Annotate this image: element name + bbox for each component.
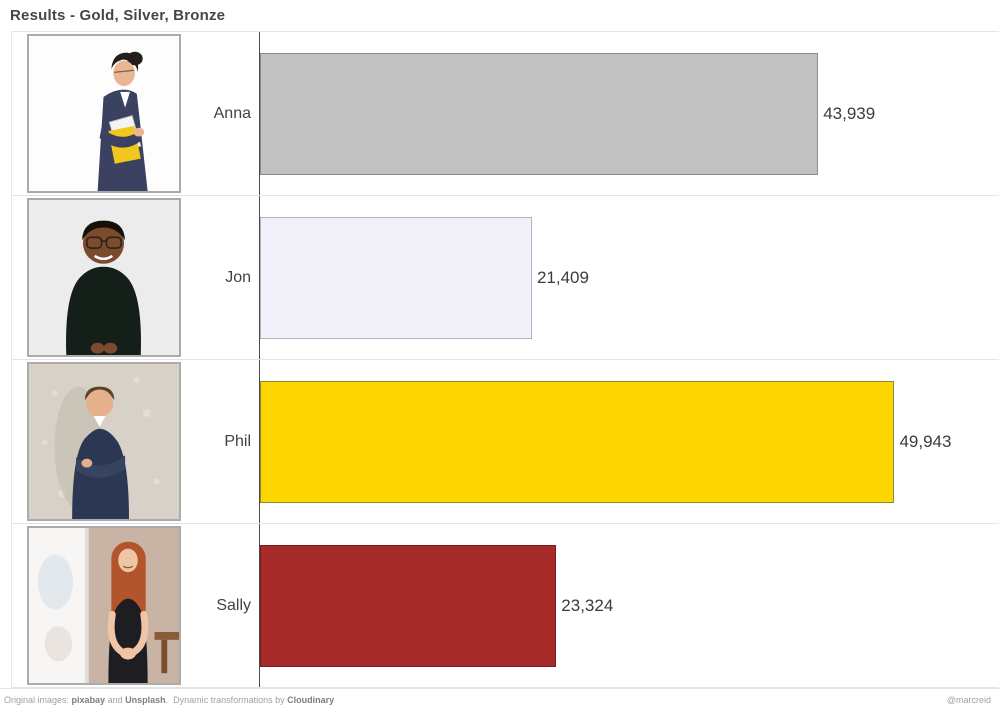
chart-row-jon: Jon 21,409 — [12, 196, 999, 360]
sally-photo — [27, 526, 181, 685]
anna-photo-illustration — [29, 36, 179, 191]
bar-jon[interactable] — [260, 216, 532, 339]
footer-mid1: and — [105, 695, 126, 705]
barzone-phil: 49,943 — [259, 360, 999, 523]
author-handle: @marcreid — [946, 695, 991, 705]
category-label-anna: Anna — [213, 104, 251, 122]
phil-photo — [27, 362, 181, 521]
footer-prefix: Original images: — [4, 695, 72, 705]
bar-value-jon: 21,409 — [536, 267, 589, 287]
footer: Original images: pixabay and Unsplash. D… — [0, 688, 1000, 711]
chart-row-anna: Anna 43,939 — [12, 32, 999, 196]
sally-photo-illustration — [29, 528, 179, 683]
credit-pixabay: pixabay — [71, 695, 106, 705]
bar-phil[interactable] — [260, 380, 895, 503]
bar-anna[interactable] — [260, 52, 819, 175]
barzone-anna: 43,939 — [259, 32, 999, 195]
bar-chart: Anna 43,939 — [11, 31, 999, 688]
chart-title: Results - Gold, Silver, Bronze — [10, 7, 226, 24]
chart-row-phil: Phil 49,943 — [12, 360, 999, 524]
bar-value-phil: 49,943 — [899, 431, 952, 451]
anna-photo — [27, 34, 181, 193]
phil-photo-illustration — [29, 364, 179, 519]
bar-sally[interactable] — [260, 544, 557, 667]
jon-photo — [27, 198, 181, 357]
footer-mid2: . Dynamic transformations by — [165, 695, 288, 705]
category-label-sally: Sally — [216, 596, 251, 614]
barzone-jon: 21,409 — [259, 196, 999, 359]
credit-cloudinary: Cloudinary — [287, 695, 335, 705]
category-label-jon: Jon — [225, 268, 251, 286]
barzone-sally: 23,324 — [259, 524, 999, 687]
jon-photo-illustration — [29, 200, 179, 355]
category-label-phil: Phil — [224, 432, 251, 450]
bar-value-anna: 43,939 — [823, 103, 876, 123]
footer-credits: Original images: pixabay and Unsplash. D… — [4, 695, 334, 705]
credit-unsplash: Unsplash — [125, 695, 166, 705]
chart-row-sally: Sally 23,324 — [12, 524, 999, 688]
bar-value-sally: 23,324 — [561, 595, 614, 615]
